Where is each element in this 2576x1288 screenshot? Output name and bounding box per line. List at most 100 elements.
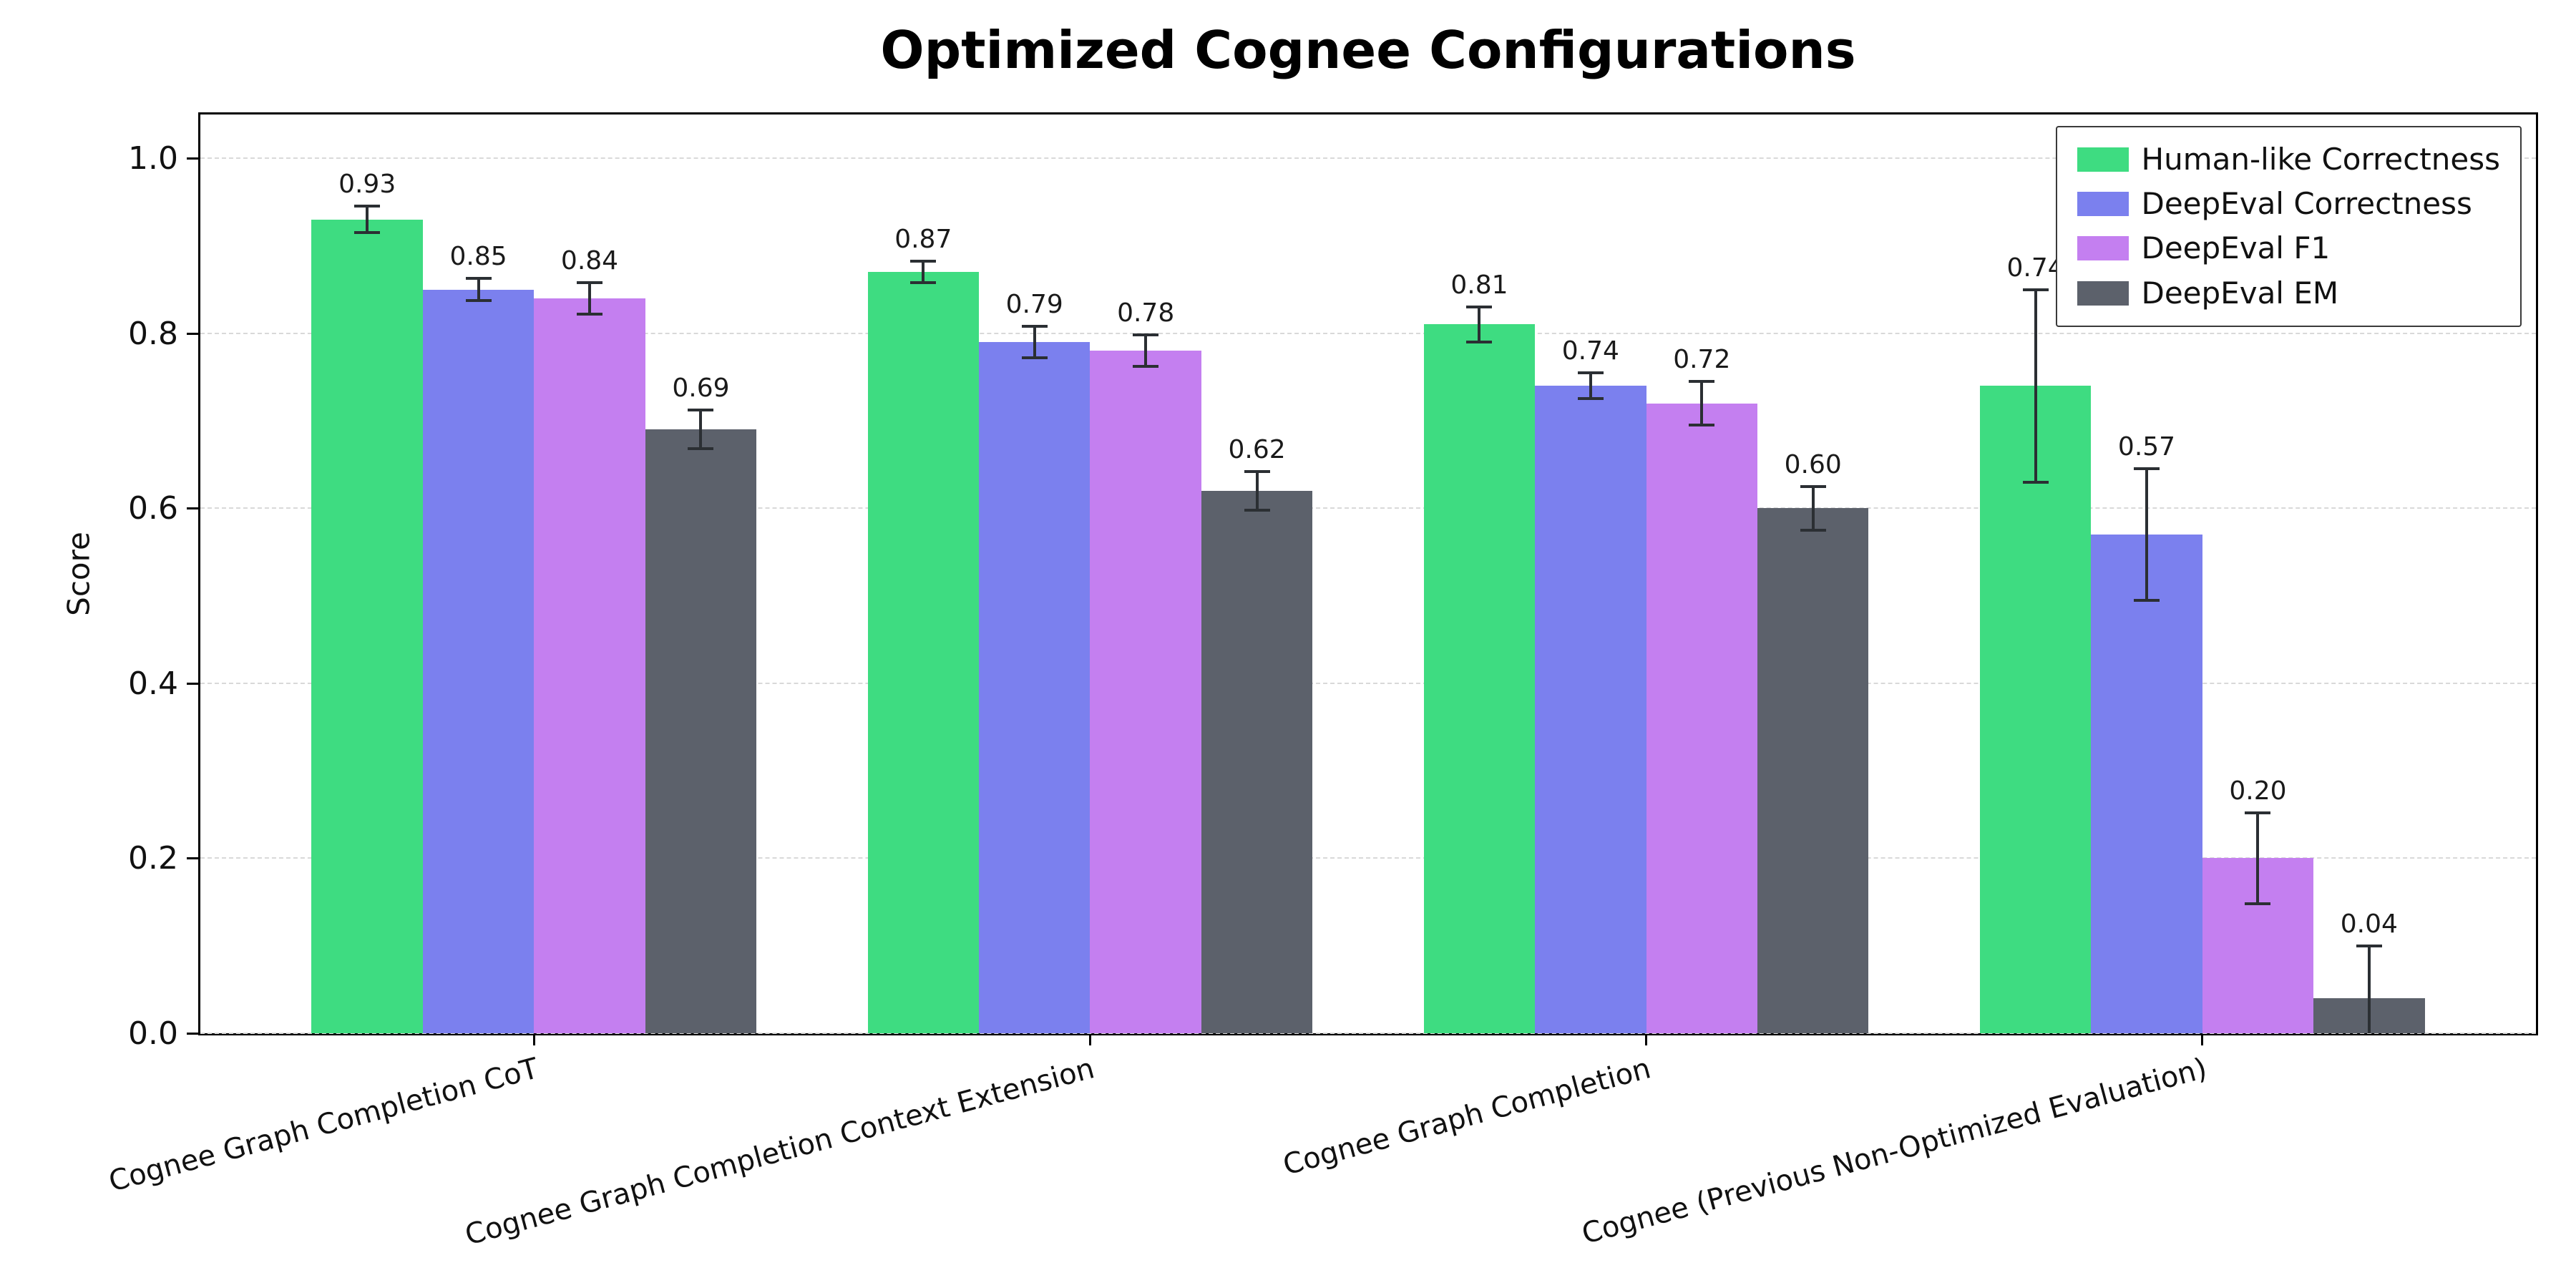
bar-value-label: 0.20 <box>2229 776 2287 806</box>
error-bar-cap-bottom <box>1244 508 1270 512</box>
error-bar-cap-top <box>1133 333 1159 337</box>
x-tick-mark <box>1088 1035 1091 1045</box>
error-bar-cap-top <box>354 205 381 208</box>
error-bar-cap-top <box>910 260 937 263</box>
bar-value-label: 0.79 <box>1005 289 1063 319</box>
y-tick-label: 0.2 <box>128 840 178 877</box>
error-bar-cap-bottom <box>1800 528 1826 532</box>
bar <box>979 341 1091 1033</box>
bar <box>867 272 979 1033</box>
legend-swatch <box>2077 236 2129 261</box>
bar <box>1535 386 1646 1033</box>
y-tick-label: 0.4 <box>128 665 178 702</box>
error-bar <box>699 410 703 449</box>
error-bar-cap-bottom <box>2022 480 2049 484</box>
legend-swatch <box>2077 147 2129 172</box>
bar-value-label: 0.74 <box>1561 336 1619 366</box>
y-tick-label: 0.6 <box>128 490 178 527</box>
bar-value-label: 0.60 <box>1784 449 1842 479</box>
error-bar-cap-bottom <box>1689 424 1715 427</box>
error-bar-cap-bottom <box>2134 598 2160 602</box>
error-bar <box>1589 372 1592 399</box>
x-tick-label: Cognee Graph Completion CoT <box>105 1052 542 1199</box>
bar <box>1423 324 1536 1033</box>
error-bar <box>1700 381 1704 426</box>
legend-swatch <box>2077 192 2129 217</box>
bar-value-label: 0.72 <box>1673 344 1731 374</box>
error-bar-cap-top <box>2356 944 2382 947</box>
x-tick-mark <box>2201 1035 2204 1045</box>
bar <box>1757 508 1869 1033</box>
legend-swatch <box>2077 280 2129 306</box>
error-bar <box>2145 469 2148 600</box>
error-bar-cap-top <box>1244 469 1270 473</box>
bar <box>645 429 757 1033</box>
error-bar-cap-bottom <box>1133 365 1159 369</box>
error-bar-cap-bottom <box>1577 397 1604 401</box>
bar-value-label: 0.84 <box>560 245 619 275</box>
bar <box>311 219 423 1033</box>
error-bar-cap-bottom <box>2245 902 2271 906</box>
legend-item: DeepEval F1 <box>2077 232 2501 265</box>
bar <box>1201 490 1313 1033</box>
legend-item-label: DeepEval F1 <box>2141 230 2331 266</box>
bar <box>2091 534 2202 1033</box>
gridline <box>200 1033 2536 1034</box>
bar <box>1646 403 1757 1033</box>
y-tick-mark <box>187 157 198 160</box>
bar-value-label: 0.81 <box>1450 270 1508 301</box>
error-bar <box>1033 326 1036 358</box>
chart-title: Optimized Cognee Configurations <box>880 20 1856 80</box>
y-tick-mark <box>187 507 198 510</box>
x-tick-mark <box>1645 1035 1648 1045</box>
error-bar-cap-top <box>1800 484 1826 488</box>
error-bar-cap-bottom <box>910 280 937 284</box>
y-tick-label: 1.0 <box>128 140 178 177</box>
legend-item: DeepEval EM <box>2077 275 2501 311</box>
y-axis-label: Score <box>61 532 97 616</box>
error-bar <box>2367 945 2371 1033</box>
bar-value-label: 0.69 <box>672 374 730 404</box>
legend-item: DeepEval Correctness <box>2077 187 2501 220</box>
bar-value-label: 0.74 <box>2006 253 2064 283</box>
legend-item-label: DeepEval EM <box>2141 275 2339 311</box>
x-tick-label: Cognee Graph Completion Context Extensio… <box>462 1052 1098 1252</box>
x-tick-label: Cognee Graph Completion <box>1279 1052 1654 1182</box>
error-bar-cap-bottom <box>577 312 602 316</box>
gridline <box>200 332 2536 334</box>
error-bar-cap-bottom <box>1466 340 1493 343</box>
bar-value-label: 0.57 <box>2117 432 2176 462</box>
error-bar-cap-top <box>1689 379 1715 383</box>
bar-value-label: 0.62 <box>1228 434 1286 464</box>
bar <box>1979 386 2092 1033</box>
error-bar <box>366 206 369 233</box>
bar-value-label: 0.04 <box>2340 909 2398 939</box>
y-tick-label: 0.8 <box>128 315 178 352</box>
error-bar <box>588 282 591 314</box>
y-tick-label: 0.0 <box>128 1015 178 1052</box>
gridline <box>200 682 2536 684</box>
error-bar <box>477 278 480 301</box>
error-bar <box>1255 471 1259 510</box>
legend-item: Human-like Correctness <box>2077 142 2500 176</box>
error-bar-cap-top <box>1466 306 1493 309</box>
x-tick-mark <box>532 1035 535 1045</box>
error-bar-cap-bottom <box>1021 356 1048 359</box>
error-bar-cap-bottom <box>465 299 492 303</box>
error-bar-cap-top <box>2134 467 2160 471</box>
x-tick-label: Cognee (Previous Non-Optimized Evaluatio… <box>1578 1052 2210 1251</box>
error-bar <box>2256 812 2260 904</box>
gridline <box>200 507 2536 509</box>
error-bar <box>1811 486 1815 530</box>
bar <box>422 289 535 1033</box>
error-bar-cap-top <box>2245 811 2271 814</box>
bar-value-label: 0.85 <box>449 241 507 271</box>
error-bar-cap-top <box>2022 288 2049 291</box>
gridline <box>200 157 2536 160</box>
legend: Human-like Correctness DeepEval Correctne… <box>2055 126 2522 327</box>
y-tick-mark <box>187 332 198 335</box>
y-tick-mark <box>187 682 198 685</box>
error-bar-cap-top <box>577 280 602 284</box>
y-tick-mark <box>187 1033 198 1035</box>
